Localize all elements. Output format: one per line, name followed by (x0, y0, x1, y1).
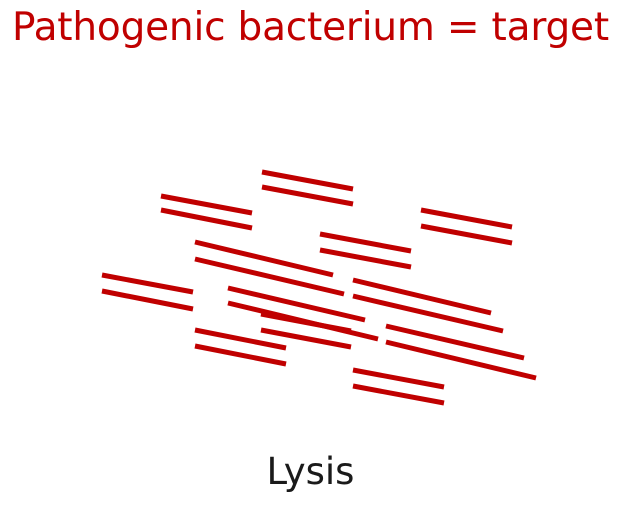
fragment-12-line-2 (352, 383, 445, 406)
diagram-caption: Lysis (266, 450, 355, 493)
fragment-3-line-2 (420, 223, 513, 246)
fragment-12-line-1 (352, 367, 445, 390)
fragment-4 (194, 239, 345, 297)
fragment-1-line-1 (160, 193, 253, 216)
fragment-1-line-2 (160, 207, 253, 231)
fragment-1 (160, 193, 253, 231)
fragment-4-line-2 (194, 256, 345, 297)
fragment-5 (319, 231, 412, 270)
fragment-9 (260, 311, 352, 350)
fragment-6 (101, 272, 194, 312)
fragment-2-line-2 (261, 184, 354, 207)
fragment-3 (420, 207, 513, 246)
fragment-2 (261, 169, 354, 207)
fragment-3-line-1 (420, 207, 513, 230)
fragment-8 (352, 277, 504, 334)
fragment-12 (352, 367, 445, 406)
fragment-10-line-2 (194, 343, 287, 367)
fragment-11-line-1 (385, 323, 525, 361)
fragment-11 (385, 323, 537, 381)
fragment-2-line-1 (261, 169, 354, 192)
fragment-5-line-1 (319, 231, 412, 254)
fragment-11-line-2 (385, 339, 537, 381)
fragment-4-line-1 (194, 239, 334, 278)
fragment-8-line-1 (352, 277, 492, 316)
fragment-5-line-2 (319, 247, 412, 270)
fragment-7-line-1 (227, 285, 366, 323)
diagram-title: Pathogenic bacterium = target (12, 5, 609, 50)
fragment-10 (194, 327, 287, 367)
fragment-9-line-1 (260, 311, 352, 334)
fragment-10-line-1 (194, 327, 287, 351)
fragment-6-line-2 (101, 288, 194, 312)
fragment-6-line-1 (101, 272, 194, 295)
fragment-9-line-2 (260, 327, 352, 350)
fragment-8-line-2 (352, 293, 504, 334)
